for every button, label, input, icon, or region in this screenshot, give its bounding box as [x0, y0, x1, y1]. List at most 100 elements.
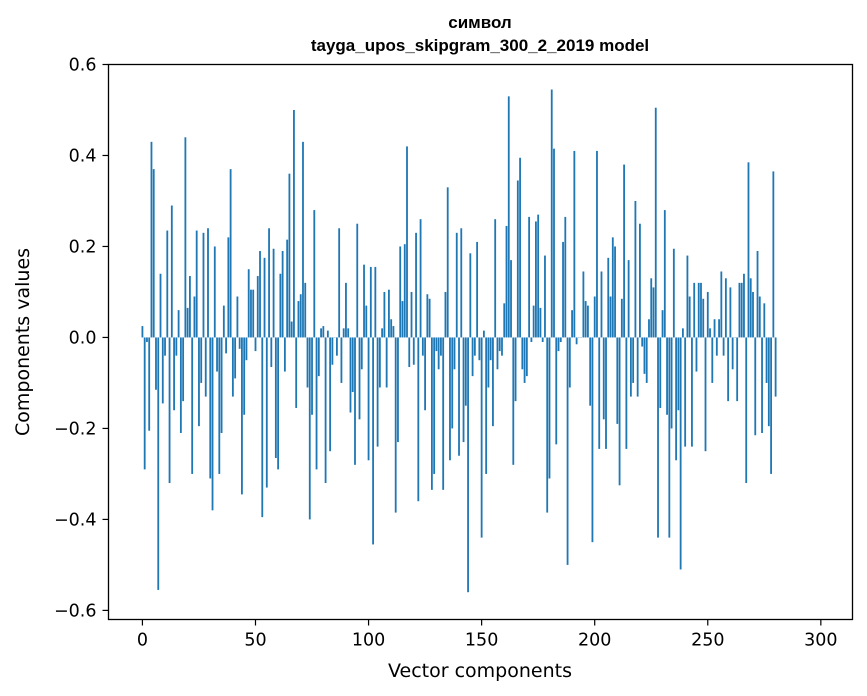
bar-192	[575, 337, 578, 345]
bar-249	[704, 337, 707, 452]
bar-46	[245, 337, 248, 361]
bar-112	[394, 337, 397, 513]
y-tick-label: 0.2	[69, 237, 97, 257]
bar-15	[175, 337, 178, 356]
bar-234	[670, 337, 673, 429]
x-tick-label: 200	[578, 631, 611, 651]
bar-140	[458, 337, 460, 456]
bar-37	[225, 337, 227, 354]
bar-41	[234, 337, 237, 379]
bar-152	[485, 337, 488, 474]
bar-130	[435, 337, 438, 352]
bar-116	[403, 244, 406, 338]
bar-190	[571, 310, 573, 338]
bar-169	[523, 337, 526, 383]
bar-203	[600, 271, 603, 338]
bar-162	[507, 96, 510, 338]
bar-83	[329, 337, 332, 452]
bar-70	[299, 294, 302, 338]
bar-128	[430, 337, 433, 490]
bar-247	[700, 282, 702, 338]
bar-109	[388, 289, 390, 338]
bar-205	[605, 337, 607, 449]
bar-111	[392, 326, 395, 338]
bar-241	[686, 255, 689, 338]
bar-197	[587, 305, 589, 338]
bar-33	[216, 337, 218, 372]
bar-53	[261, 337, 264, 518]
bar-69	[297, 301, 300, 338]
bar-208	[611, 237, 614, 338]
bar-64	[286, 239, 289, 338]
bar-10	[164, 337, 166, 356]
bar-231	[663, 210, 666, 338]
bar-177	[541, 337, 544, 342]
bar-160	[503, 303, 506, 338]
bar-122	[417, 337, 420, 502]
bar-240	[684, 337, 687, 447]
bar-136	[449, 337, 451, 461]
bar-126	[426, 294, 429, 338]
bar-17	[179, 337, 182, 433]
bar-155	[492, 337, 494, 427]
bar-213	[623, 164, 625, 338]
bar-252	[711, 337, 714, 383]
bar-168	[521, 337, 524, 370]
bar-22	[191, 337, 194, 474]
bar-225	[650, 278, 653, 338]
bar-113	[397, 337, 399, 443]
bar-129	[433, 337, 436, 474]
bar-221	[641, 337, 644, 347]
bar-198	[589, 337, 592, 406]
bar-210	[616, 337, 619, 424]
bar-173	[532, 305, 535, 338]
y-axis-ticks: −0.6 −0.4 −0.2 0.0 0.2 0.4 0.6	[54, 56, 109, 621]
bar-2	[146, 337, 148, 342]
bar-137	[451, 337, 454, 429]
bar-230	[661, 310, 664, 338]
x-tick-label: 250	[691, 631, 724, 651]
bar-103	[374, 266, 377, 338]
bar-61	[279, 273, 282, 338]
bar-219	[636, 337, 639, 397]
bar-139	[455, 232, 458, 338]
bar-96	[358, 337, 361, 420]
bar-110	[390, 319, 393, 338]
bar-277	[767, 337, 770, 427]
bar-93	[351, 337, 354, 393]
bar-86	[336, 337, 338, 356]
bar-81	[324, 337, 327, 484]
bar-156	[494, 219, 497, 338]
bar-62	[281, 251, 284, 338]
bar-55	[265, 337, 268, 488]
bar-150	[480, 337, 483, 538]
bar-20	[186, 307, 189, 338]
bar-196	[584, 301, 587, 338]
bar-28	[204, 337, 207, 397]
bar-229	[659, 337, 662, 408]
bar-268	[747, 162, 750, 338]
bar-267	[745, 337, 748, 484]
bar-189	[568, 337, 571, 388]
bar-254	[715, 337, 718, 356]
bar-163	[510, 260, 512, 338]
bar-275	[763, 303, 766, 338]
bar-1	[143, 337, 146, 470]
bar-259	[727, 337, 730, 402]
bar-149	[478, 337, 481, 361]
bar-228	[657, 337, 659, 538]
bar-209	[614, 246, 616, 338]
bar-159	[501, 337, 503, 356]
bar-134	[444, 291, 447, 338]
bar-88	[340, 337, 343, 383]
bar-14	[173, 337, 175, 411]
bar-105	[378, 337, 381, 388]
bar-24	[195, 230, 198, 338]
x-tick-label: 150	[465, 631, 498, 651]
bar-176	[539, 307, 542, 338]
bar-272	[756, 251, 759, 338]
bar-29	[207, 228, 209, 338]
bar-201	[596, 150, 598, 338]
bar-251	[709, 328, 711, 338]
bar-161	[505, 226, 508, 338]
